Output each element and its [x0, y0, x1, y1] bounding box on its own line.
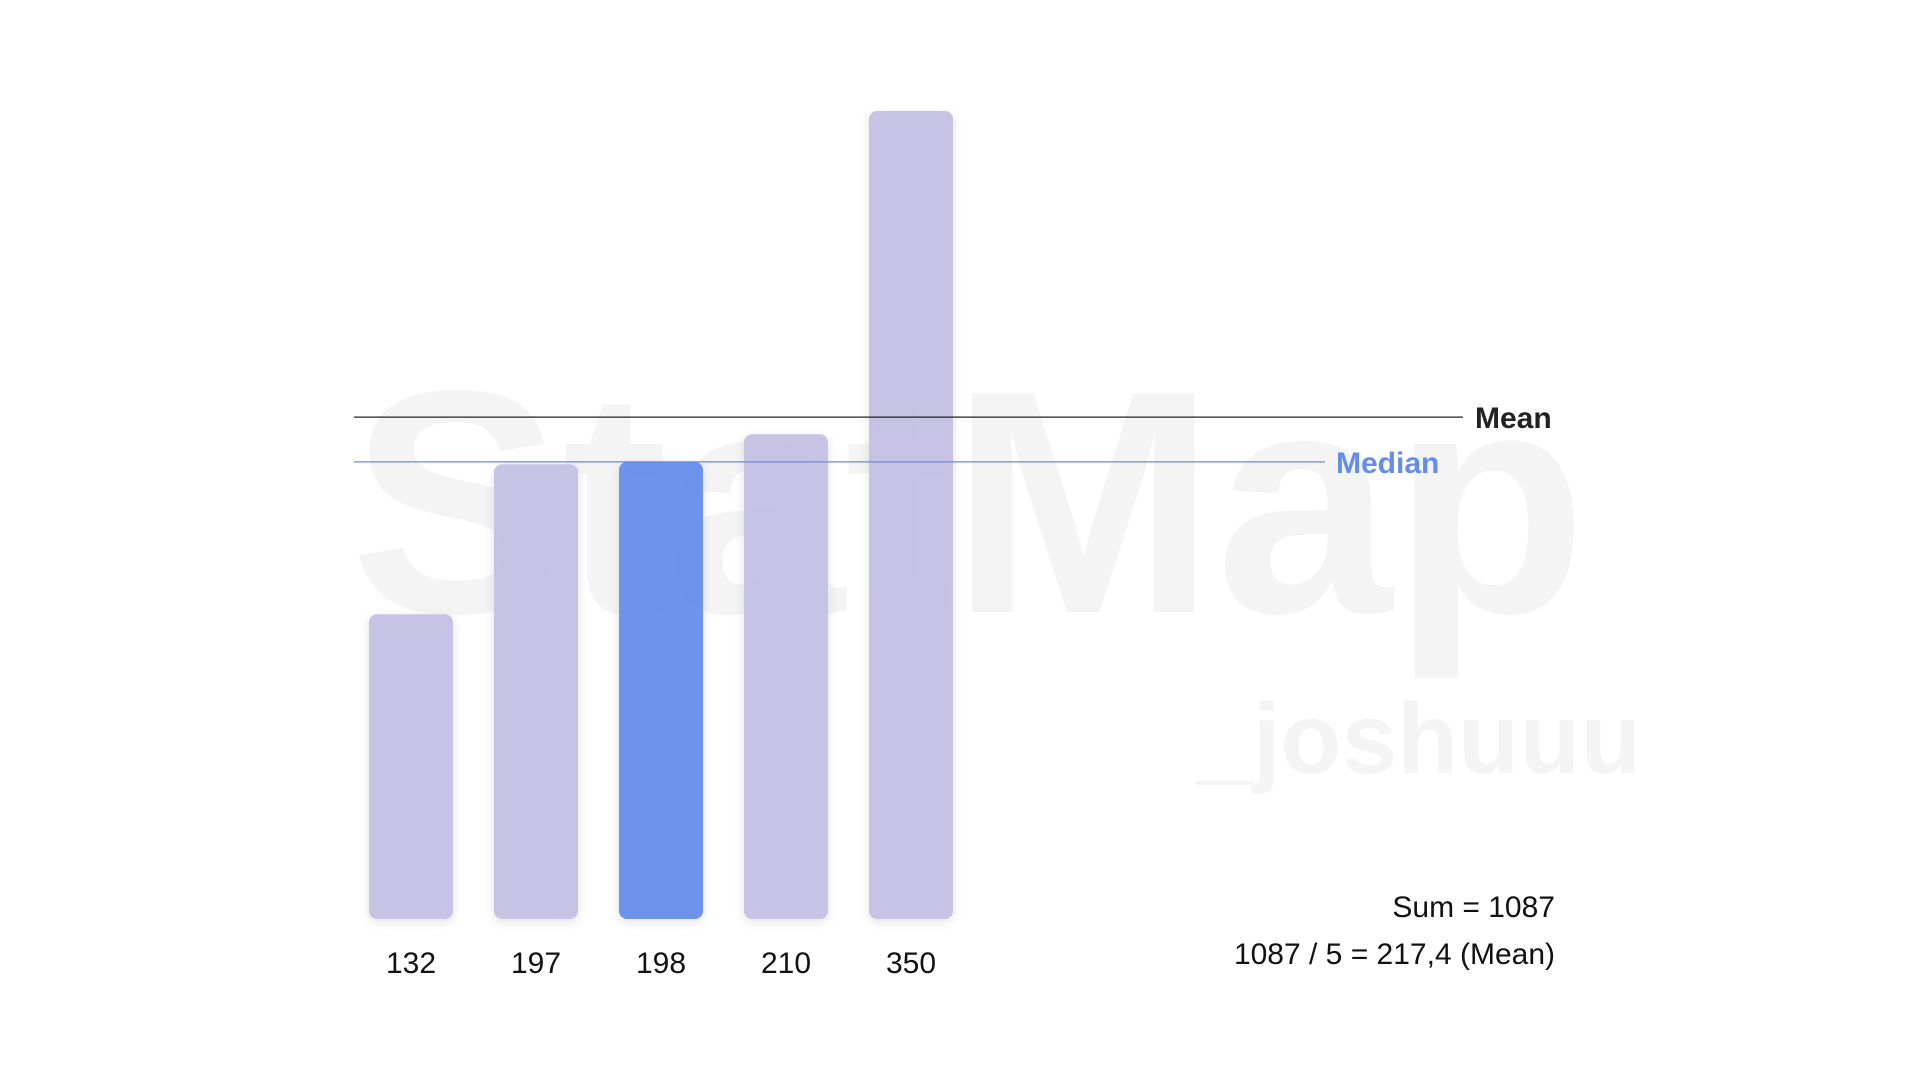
bar-label: 350: [886, 947, 936, 980]
reference-lines: Mean Median: [354, 402, 1552, 480]
watermark-author: _joshuuu: [1196, 683, 1641, 795]
bar: [369, 614, 453, 919]
bar-label: 132: [386, 947, 436, 980]
reference-label: Median: [1336, 447, 1439, 480]
bar: [744, 434, 828, 919]
bar: [869, 111, 953, 919]
bar: [619, 461, 703, 919]
bar-label: 210: [761, 947, 811, 980]
bar: [494, 464, 578, 919]
mean-annotation: 1087 / 5 = 217,4 (Mean): [1234, 938, 1555, 971]
bar-label: 197: [511, 947, 561, 980]
bars: 132 197 198 210 350: [369, 111, 953, 980]
bar-label: 198: [636, 947, 686, 980]
reference-label: Mean: [1475, 402, 1552, 435]
sum-annotation: Sum = 1087: [1392, 891, 1555, 924]
